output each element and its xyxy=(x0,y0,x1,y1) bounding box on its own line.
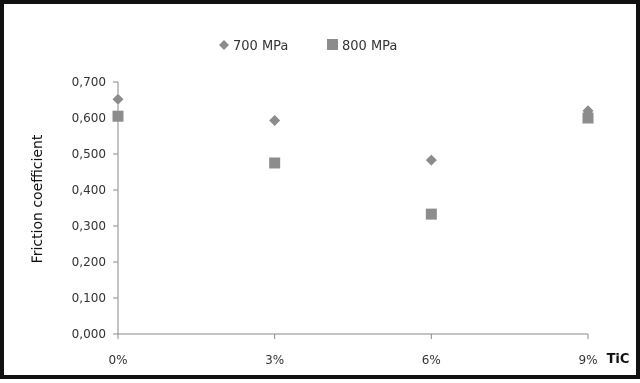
point-800-mpa xyxy=(269,158,280,169)
legend: 700 MPa 800 MPa xyxy=(219,39,397,54)
x-axis-title: TiC xyxy=(607,352,630,367)
legend-label-800-mpa: 800 MPa xyxy=(342,39,397,54)
data-points xyxy=(113,94,594,220)
point-700-mpa xyxy=(269,115,280,126)
y-tick-label: 0,700 xyxy=(72,75,106,89)
y-tick-label: 0,200 xyxy=(72,255,106,269)
y-axis-ticks: 0,000 0,100 0,200 0,300 0,400 0,500 0,600 0,700 xyxy=(72,75,118,341)
x-tick-label: 0% xyxy=(108,353,127,367)
y-axis-title: Friction coefficient xyxy=(30,134,46,263)
y-tick-label: 0,000 xyxy=(72,327,106,341)
legend-marker-800-mpa xyxy=(327,39,338,50)
y-tick-label: 0,400 xyxy=(72,183,106,197)
x-tick-label: 6% xyxy=(422,353,441,367)
point-700-mpa xyxy=(426,155,437,166)
point-800-mpa xyxy=(426,209,437,220)
point-800-mpa xyxy=(583,113,594,124)
x-tick-label: 3% xyxy=(265,353,284,367)
x-tick-label: 9% xyxy=(578,353,597,367)
x-axis-ticks: 0% 3% 6% 9% xyxy=(108,334,597,367)
legend-label-700-mpa: 700 MPa xyxy=(233,39,288,54)
y-tick-label: 0,100 xyxy=(72,291,106,305)
friction-coefficient-chart: 700 MPa 800 MPa Friction coefficient TiC… xyxy=(4,4,640,383)
point-700-mpa xyxy=(113,94,124,105)
y-tick-label: 0,600 xyxy=(72,111,106,125)
point-800-mpa xyxy=(113,111,124,122)
legend-marker-700-mpa xyxy=(219,40,229,50)
y-tick-label: 0,300 xyxy=(72,219,106,233)
y-tick-label: 0,500 xyxy=(72,147,106,161)
